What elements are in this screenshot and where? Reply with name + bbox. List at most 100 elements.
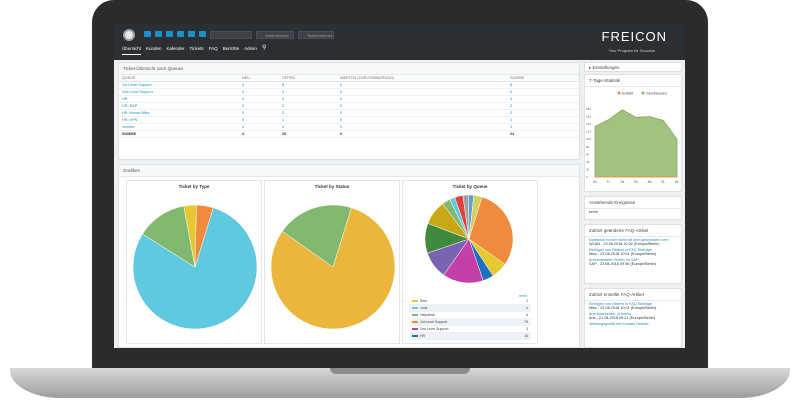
legend-value: 2 [526, 299, 528, 303]
y-tick-label: 160 [586, 115, 591, 119]
app-screen: Volltextsuche Ticketnummer FREICON Your … [114, 24, 685, 348]
y-tick-label: 0 [586, 175, 588, 179]
table-cell[interactable]: HR [119, 95, 239, 103]
table-cell[interactable]: HR::VPN [119, 116, 239, 124]
lock-icon[interactable] [199, 31, 206, 37]
table-row[interactable]: SUMME 4 20 0 24 [119, 130, 579, 138]
faq-created-link[interactable]: Arm bearbeiten_in beleid [589, 312, 632, 316]
area-legend-marker [617, 91, 621, 95]
faq-created-meta: Misc - 23.08.2018 10:01 (Europe/Berlin) [589, 306, 657, 310]
y-tick-label: 60 [586, 152, 590, 156]
fulltext-search-input[interactable]: Volltextsuche [256, 31, 294, 39]
chart-card-type: Ticket by Type [126, 180, 262, 344]
legend-label: 2nd Level Support [412, 327, 448, 331]
legend-item[interactable]: Helpdesk 4 [409, 312, 531, 319]
table-row[interactable]: 1st Level Support 0 8 0 8 [119, 81, 579, 89]
table-cell: 1 [279, 116, 337, 124]
faq-changed-meta: WLAN - 23.08.2018 10:32 (Europe/Berlin) [589, 242, 660, 246]
table-cell: 0 [239, 109, 279, 117]
table-row[interactable]: HR::SAP 0 2 0 2 [119, 102, 579, 110]
legend-swatch [412, 321, 418, 324]
faq-created-meta: Aris - 21.08.2018 09:21 (Europe/Berlin) [589, 316, 656, 320]
ticket-number-input[interactable]: Ticketnummer [298, 31, 334, 39]
table-cell[interactable]: HR::SAP [119, 102, 239, 110]
col-waiting[interactable]: WARTEN (ZUR ERINNERUNG) [337, 75, 507, 82]
legend-item[interactable]: Raw 2 [409, 298, 531, 305]
x-tick-label: Di [661, 180, 664, 184]
nav-customers[interactable]: Kunden [146, 46, 162, 51]
table-cell[interactable]: 2nd Level Support [119, 88, 239, 96]
legend-item[interactable]: 1st Level Support 75 [409, 319, 531, 326]
main-nav: Übersicht Kunden Kalender Tickets FAQ Be… [122, 45, 267, 55]
table-row[interactable]: monitor 4 0 0 4 [119, 123, 579, 131]
calendar-icon[interactable] [188, 31, 195, 37]
area-legend-label: Geschlossen [646, 92, 667, 96]
queue-pie-slice[interactable] [468, 196, 514, 265]
search-icon[interactable]: ⚲ [261, 45, 267, 51]
table-row[interactable]: HR::HomeOffice 0 2 0 2 [119, 109, 579, 117]
settings-panel[interactable]: ▸ Einstellungen [584, 62, 682, 72]
table-row[interactable]: 2nd Level Support 0 3 0 3 [119, 88, 579, 96]
table-cell: 2 [507, 109, 579, 117]
avatar[interactable] [123, 29, 135, 41]
pie-chart-status [270, 204, 396, 330]
legend-item[interactable]: 2nd Level Support 3 [409, 326, 531, 333]
y-tick-label: 40 [586, 160, 590, 164]
stats-panel: 7-Tage-Statistik Erstellt Geschlossen 180 1… [584, 74, 682, 192]
x-tick-label: Mo [648, 180, 653, 184]
legend-name: Raw [420, 299, 428, 303]
faq-changed-link[interactable]: Anmeldedaten fehlen im SAP [589, 258, 639, 262]
mail-icon[interactable] [177, 31, 184, 37]
faq-changed-link[interactable]: Einfügen von Bildern in FAQ Einträge [589, 248, 652, 252]
brand-logo: FREICON [601, 29, 667, 44]
legend-swatch [412, 314, 418, 317]
type-pie-slice[interactable] [132, 207, 258, 330]
phone-icon[interactable] [166, 31, 173, 37]
area-chart-7-days: Erstellt Geschlossen 180 160 140 120 100 80 60 40… [586, 91, 679, 184]
table-cell[interactable]: monitor [119, 123, 239, 131]
nav-tickets[interactable]: Tickets [189, 46, 204, 51]
faq-changed-link[interactable]: Notebook bootet nicht mit dem gewohnten … [589, 238, 669, 242]
legend-item[interactable]: HR 16 [409, 333, 531, 340]
legend-label: Junk [412, 306, 427, 310]
nav-reports[interactable]: Berichte [222, 46, 240, 51]
folder-icon[interactable] [144, 31, 151, 37]
table-cell[interactable]: SUMME [119, 130, 239, 138]
faq-created-link[interactable]: Einfügen von Bildern in FAQ Einträge [589, 302, 652, 306]
legend-label: HR [412, 334, 425, 338]
nav-calendar[interactable]: Kalender [166, 46, 185, 51]
table-cell: 4 [239, 123, 279, 131]
status-pie-slice[interactable] [281, 204, 352, 268]
nav-admin[interactable]: Admin [244, 46, 257, 51]
nav-faq[interactable]: FAQ [208, 46, 218, 51]
col-open[interactable]: OFFEN [279, 75, 337, 82]
col-new[interactable]: NEU [239, 75, 279, 82]
list-icon[interactable] [155, 31, 162, 37]
faq-changed-meta: Misc - 23.08.2018 10:01 (Europe/Berlin) [589, 252, 657, 256]
closed-series-area[interactable] [594, 109, 678, 178]
legend-swatch [412, 300, 418, 303]
nav-overview[interactable]: Übersicht [122, 46, 142, 55]
legend-value: 4 [526, 306, 528, 310]
type-pie-slice[interactable] [194, 204, 214, 268]
x-tick-label: Sa [620, 180, 624, 184]
queue-pie-slice[interactable] [468, 194, 483, 240]
col-queue[interactable]: QUEUE [119, 75, 239, 82]
col-sum[interactable]: SUMME [507, 75, 579, 82]
x-tick-label: Do [593, 180, 597, 184]
table-cell[interactable]: HR::HomeOffice [119, 109, 239, 117]
settings-label: Einstellungen [592, 65, 620, 70]
legend-more-link[interactable]: mehr [519, 294, 527, 298]
status-pie-slice[interactable] [270, 207, 396, 330]
faq-created-link[interactable]: Wartungsquelle bei Kontakt Reader [589, 322, 649, 326]
legend-item[interactable]: Junk 4 [409, 305, 531, 312]
quick-input[interactable] [210, 31, 252, 39]
table-row[interactable]: HR::VPN 0 1 0 1 [119, 116, 579, 124]
table-cell: 0 [337, 102, 507, 110]
chart-title-type: Ticket by Type [178, 184, 210, 189]
table-cell: 4 [507, 123, 579, 131]
table-cell[interactable]: 1st Level Support [119, 81, 239, 89]
table-row[interactable]: HR 0 4 0 4 [119, 95, 579, 103]
table-cell: 0 [337, 130, 507, 138]
faq-changed-panel: Zuletzt geänderte FAQ-Artikel Notebook b… [584, 224, 682, 284]
